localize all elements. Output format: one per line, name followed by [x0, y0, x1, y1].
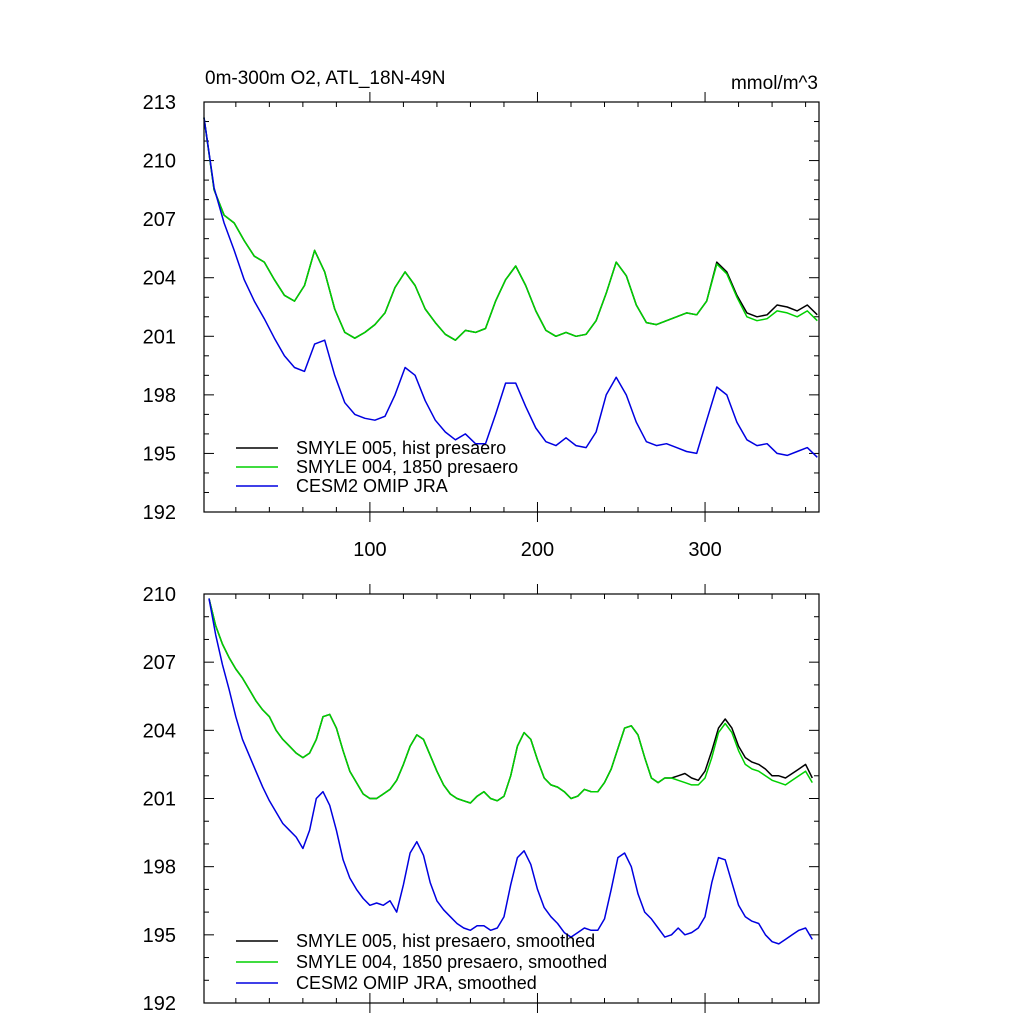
x-tick-label: 200 [521, 539, 554, 561]
x-tick-label: 300 [688, 539, 721, 561]
top-panel-title: 0m-300m O2, ATL_18N-49N [205, 68, 445, 89]
y-tick-label: 207 [143, 209, 176, 231]
top-panel-units: mmol/m^3 [731, 73, 818, 94]
series-line-2 [208, 598, 813, 945]
y-tick-label: 198 [143, 857, 176, 879]
y-tick-label: 204 [143, 720, 176, 742]
y-tick-label: 204 [143, 268, 176, 290]
y-tick-label: 198 [143, 385, 176, 407]
legend-label-2: CESM2 OMIP JRA [296, 476, 448, 496]
top-y-tick-labels: 192 195 198 201 204 207 210 213 [143, 92, 176, 524]
y-tick-label: 195 [143, 443, 176, 465]
top-ticks [204, 92, 819, 522]
bottom-panel: 192 195 198 201 204 207 210 SMYLE 005, hist pr… [143, 584, 820, 1015]
y-tick-label: 192 [143, 502, 176, 524]
y-tick-label: 201 [143, 326, 176, 348]
bottom-series-lines [208, 598, 813, 945]
series-line-0 [208, 598, 813, 804]
legend-label-0: SMYLE 005, hist presaero [296, 438, 506, 458]
x-tick-label: 100 [353, 539, 386, 561]
bottom-ticks [204, 584, 819, 1013]
bottom-legend: SMYLE 005, hist presaero, smoothedSMYLE … [236, 931, 607, 993]
legend-label-1: SMYLE 004, 1850 presaero [296, 457, 518, 477]
top-series-lines [203, 117, 818, 458]
series-line-1 [203, 117, 818, 341]
series-line-0 [203, 117, 818, 341]
y-tick-label: 195 [143, 925, 176, 947]
y-tick-label: 210 [143, 584, 176, 606]
legend-label-2: CESM2 OMIP JRA, smoothed [296, 973, 537, 993]
y-tick-label: 192 [143, 993, 176, 1015]
legend-label-0: SMYLE 005, hist presaero, smoothed [296, 931, 595, 951]
top-plot-frame [203, 101, 820, 513]
top-panel: 0m-300m O2, ATL_18N-49N mmol/m^3 1921951… [143, 68, 820, 561]
y-tick-label: 213 [143, 92, 176, 114]
y-tick-label: 210 [143, 151, 176, 173]
top-x-tick-labels: 100 200 300 [353, 539, 722, 561]
y-tick-label: 201 [143, 789, 176, 811]
bottom-plot-frame [203, 593, 820, 1004]
series-line-1 [208, 598, 813, 804]
series-line-2 [203, 117, 818, 458]
bottom-y-tick-labels: 192 195 198 201 204 207 210 [143, 584, 176, 1015]
legend-label-1: SMYLE 004, 1850 presaero, smoothed [296, 952, 607, 972]
y-tick-label: 207 [143, 652, 176, 674]
